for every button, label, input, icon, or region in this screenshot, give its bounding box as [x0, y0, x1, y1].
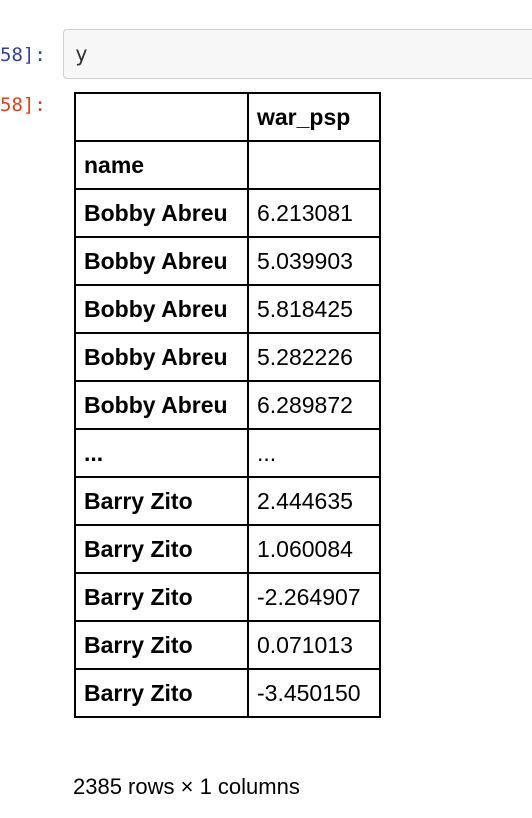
- empty-header-cell: [247, 140, 381, 190]
- row-value: 5.039903: [247, 236, 381, 286]
- row-value: 5.818425: [247, 284, 381, 334]
- row-index: Bobby Abreu: [74, 380, 249, 430]
- row-index: Bobby Abreu: [74, 332, 249, 382]
- corner-cell: [74, 92, 249, 142]
- row-value: ...: [247, 428, 381, 478]
- row-index: Barry Zito: [74, 476, 249, 526]
- row-value: 0.071013: [247, 620, 381, 670]
- row-index: Barry Zito: [74, 620, 249, 670]
- row-value: -2.264907: [247, 572, 381, 622]
- row-value: 2.444635: [247, 476, 381, 526]
- column-header: war_psp: [247, 92, 381, 142]
- table-row: Barry Zito 2.444635: [74, 476, 381, 526]
- table-row: Barry Zito -3.450150: [74, 668, 381, 718]
- index-name: name: [74, 140, 249, 190]
- ellipsis-row: ... ...: [74, 428, 381, 478]
- row-index: Bobby Abreu: [74, 284, 249, 334]
- row-index: Barry Zito: [74, 524, 249, 574]
- table-row: Barry Zito -2.264907: [74, 572, 381, 622]
- row-index: Barry Zito: [74, 668, 249, 718]
- input-prompt: 58]:: [0, 44, 46, 66]
- row-index: ...: [74, 428, 249, 478]
- row-value: -3.450150: [247, 668, 381, 718]
- dataframe-shape: 2385 rows × 1 columns: [73, 774, 300, 799]
- table-row: Bobby Abreu 6.289872: [74, 380, 381, 430]
- index-name-row: name: [74, 140, 381, 190]
- row-index: Barry Zito: [74, 572, 249, 622]
- table-row: Barry Zito 1.060084: [74, 524, 381, 574]
- row-value: 6.213081: [247, 188, 381, 238]
- row-index: Bobby Abreu: [74, 236, 249, 286]
- row-index: Bobby Abreu: [74, 188, 249, 238]
- row-value: 1.060084: [247, 524, 381, 574]
- row-value: 5.282226: [247, 332, 381, 382]
- row-value: 6.289872: [247, 380, 381, 430]
- table-row: Bobby Abreu 6.213081: [74, 188, 381, 238]
- header-row: war_psp: [74, 92, 381, 142]
- table-row: Barry Zito 0.071013: [74, 620, 381, 670]
- table-row: Bobby Abreu 5.039903: [74, 236, 381, 286]
- code-input[interactable]: y: [63, 29, 532, 79]
- table-row: Bobby Abreu 5.282226: [74, 332, 381, 382]
- dataframe-table: war_psp name Bobby Abreu 6.213081 Bobby …: [74, 92, 381, 718]
- output-prompt: 58]:: [0, 94, 46, 116]
- table-row: Bobby Abreu 5.818425: [74, 284, 381, 334]
